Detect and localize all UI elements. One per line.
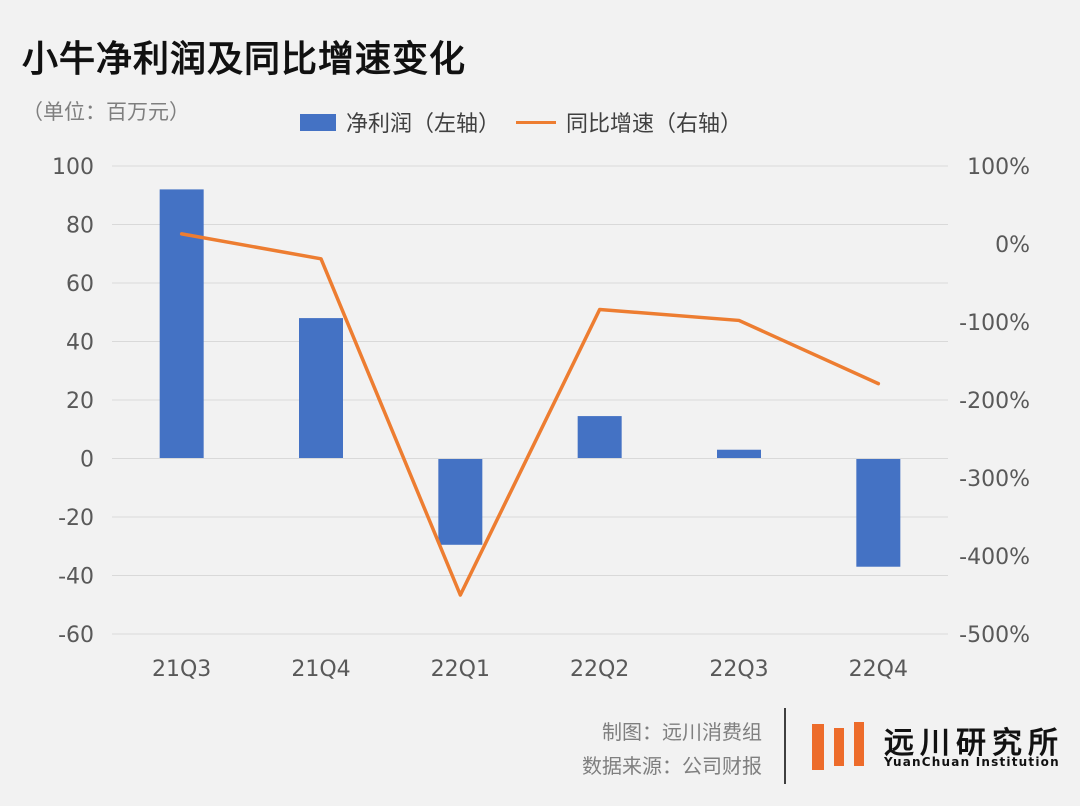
growth-point bbox=[737, 318, 741, 322]
legend-bar-label: 净利润（左轴） bbox=[346, 112, 501, 137]
growth-point bbox=[180, 232, 184, 236]
left-tick-label: -20 bbox=[58, 506, 94, 531]
bar bbox=[159, 189, 204, 459]
right-tick-label: -100% bbox=[959, 311, 1030, 336]
right-tick-label: -300% bbox=[959, 467, 1030, 492]
category-label: 21Q4 bbox=[291, 657, 350, 682]
logo-text-en: YuanChuan Institution bbox=[884, 755, 1060, 769]
left-tick-label: 40 bbox=[66, 331, 94, 356]
right-tick-label: -500% bbox=[959, 623, 1030, 648]
bar bbox=[717, 449, 761, 459]
chart-title: 小牛净利润及同比增速变化 bbox=[22, 39, 467, 80]
footer-maker: 制图：远川消费组 bbox=[602, 720, 762, 744]
logo-text-cn: 远川研究所 bbox=[884, 726, 1064, 761]
legend-bar-swatch bbox=[300, 113, 336, 131]
left-tick-label: 60 bbox=[66, 272, 94, 297]
left-tick-label: 100 bbox=[52, 155, 94, 180]
category-label: 22Q4 bbox=[849, 657, 908, 682]
bar bbox=[577, 416, 622, 459]
right-tick-label: 0% bbox=[995, 233, 1030, 258]
category-label: 22Q3 bbox=[709, 657, 768, 682]
growth-line bbox=[179, 232, 881, 597]
footer-divider bbox=[784, 708, 786, 784]
right-tick-label: -400% bbox=[959, 545, 1030, 570]
left-tick-label: -40 bbox=[58, 565, 94, 590]
footer-source: 数据来源：公司财报 bbox=[582, 754, 762, 778]
legend-line-label: 同比增速（右轴） bbox=[566, 112, 743, 137]
unit-label: （单位：百万元） bbox=[22, 100, 190, 124]
category-label: 22Q2 bbox=[570, 657, 629, 682]
left-tick-label: 80 bbox=[66, 214, 94, 239]
bar bbox=[299, 318, 343, 459]
right-tick-label: 100% bbox=[967, 155, 1030, 180]
category-label: 22Q1 bbox=[431, 657, 490, 682]
growth-point bbox=[319, 257, 323, 261]
chart-plot: 100 80 60 40 20 0 -20 -40 -60 100% 0% -100% -200% -30… bbox=[52, 155, 1030, 682]
category-label: 21Q3 bbox=[152, 657, 211, 682]
logo-icon bbox=[812, 722, 864, 770]
growth-point bbox=[876, 382, 880, 386]
growth-point bbox=[458, 593, 462, 597]
left-tick-label: 20 bbox=[66, 389, 94, 414]
left-tick-label: -60 bbox=[58, 623, 94, 648]
left-tick-label: 0 bbox=[80, 448, 94, 473]
bar bbox=[438, 458, 483, 545]
legend-line-swatch bbox=[516, 120, 557, 124]
legend: 净利润（左轴） 同比增速（右轴） bbox=[300, 106, 742, 138]
growth-point bbox=[598, 308, 602, 312]
right-tick-label: -200% bbox=[959, 389, 1030, 414]
bar bbox=[856, 458, 901, 567]
